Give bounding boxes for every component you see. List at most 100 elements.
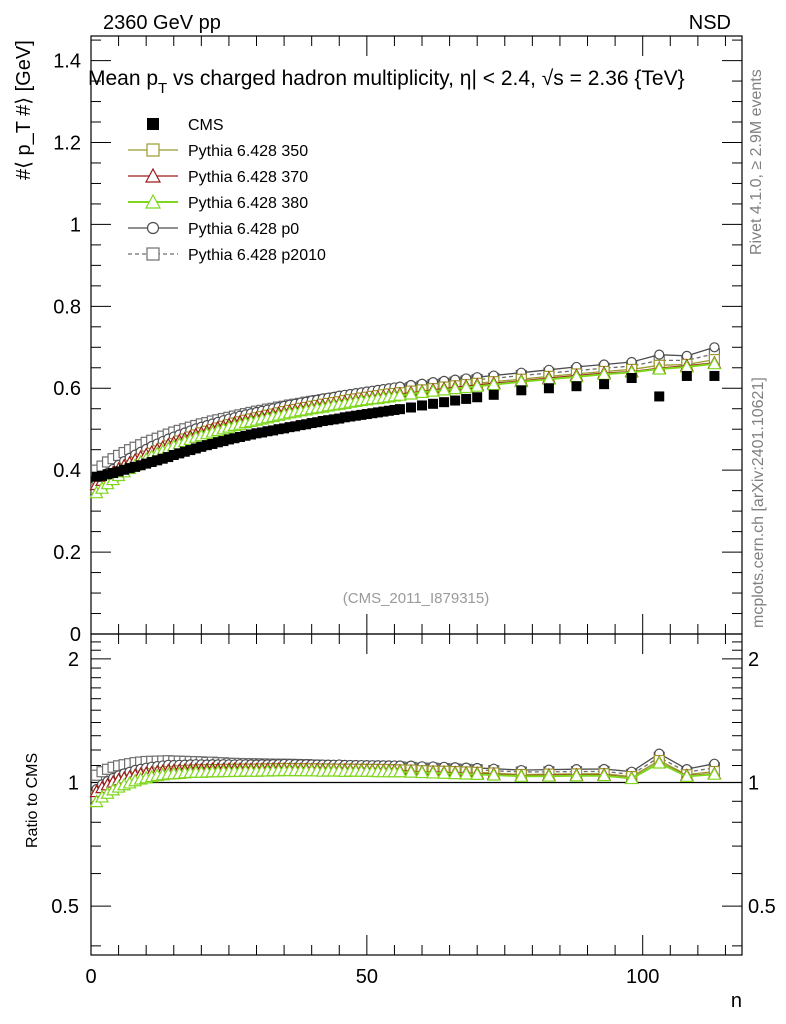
- cms-data-point: [405, 402, 416, 413]
- bottom-ylabel: Ratio to CMS: [24, 753, 41, 848]
- ratio-ytick-label: 1: [68, 772, 79, 794]
- cms-data-point: [488, 389, 499, 400]
- cms-data-point: [229, 433, 240, 444]
- cms-data-point: [196, 441, 207, 452]
- top-panel: 0 0.2 0.4 0.6 0.8 1 1.2 1.4: [53, 35, 743, 646]
- series-pythia-6-428-380-point: [652, 361, 667, 375]
- legend-entry-pythia-6-428-350: Pythia 6.428 350: [128, 143, 308, 160]
- legend-entry-pythia-6-428-p2010-label: Pythia 6.428 p2010: [188, 247, 326, 264]
- cms-data-point: [626, 373, 637, 384]
- cms-data-point: [130, 461, 141, 472]
- cms-data-point: [428, 398, 439, 409]
- series-pythia-6-428-380-point: [470, 378, 485, 392]
- legend-entry-pythia-6-428-350-label: Pythia 6.428 350: [188, 143, 308, 160]
- cms-data-point: [516, 385, 527, 396]
- series-pythia-6-428-380-ratio-point: [403, 764, 418, 778]
- cms-data-point: [389, 404, 400, 415]
- cms-data-point: [323, 415, 334, 426]
- cms-data-point: [312, 417, 323, 428]
- rivet-version-label: Rivet 4.1.0, ≥ 2.9M events: [748, 69, 765, 255]
- title-part-d: s = 2.36 {TeV}: [553, 67, 684, 90]
- top-ytick-label: 0.8: [53, 296, 81, 318]
- series-pythia-6-428-380-ratio-point: [679, 769, 694, 782]
- cms-data-point: [91, 471, 102, 482]
- cms-data-point: [328, 414, 339, 425]
- series-pythia-6-428-380-ratio-point: [486, 767, 501, 781]
- cms-data-point: [681, 370, 692, 381]
- cms-data-point: [97, 470, 108, 481]
- cms-data-point: [279, 423, 290, 434]
- cms-data-point: [654, 391, 665, 402]
- cms-data-point: [108, 468, 119, 479]
- series-pythia-6-428-380-ratio-point: [448, 766, 463, 780]
- cms-data-point: [290, 421, 301, 432]
- series-pythia-6-428-380-ratio-point: [569, 768, 584, 782]
- cms-data-point: [361, 409, 372, 420]
- cms-data-point: [201, 440, 212, 451]
- cms-data-point: [218, 436, 229, 447]
- cms-data-point: [472, 392, 483, 403]
- cms-data-point: [257, 427, 268, 438]
- series-pythia-6-428-380-ratio-point: [541, 768, 556, 782]
- legend-entry-pythia-6-428-350-marker: [146, 143, 160, 157]
- legend: CMS Pythia 6.428 350 Pythia 6.428 370 Pythi…: [128, 117, 326, 264]
- cms-data-point: [439, 397, 450, 408]
- top-ytick-label: 1.4: [53, 51, 81, 73]
- cms-data-point: [190, 443, 201, 454]
- legend-entry-pythia-6-428-370-label: Pythia 6.428 370: [188, 169, 308, 186]
- top-ytick-label: 0: [70, 624, 81, 646]
- cms-data-point: [124, 463, 135, 474]
- cms-data-point: [461, 393, 472, 404]
- series-pythia-6-428-p0-point: [709, 342, 720, 353]
- series-pythia-6-428-380-ratio-point: [597, 768, 612, 782]
- legend-entry-pythia-6-428-p0-label: Pythia 6.428 p0: [188, 221, 299, 238]
- series-pythia-6-428-380-ratio-point: [459, 766, 474, 780]
- legend-entry-cms-label: CMS: [188, 117, 224, 134]
- cms-data-point: [317, 416, 328, 427]
- top-ytick-label: 0.2: [53, 542, 81, 564]
- series-pythia-6-428-380-point: [486, 377, 501, 391]
- cms-data-point: [157, 453, 168, 464]
- cms-data-point: [306, 418, 317, 429]
- ratio-ytick-label-right: 1: [748, 772, 759, 794]
- series-pythia-6-428-380-point: [707, 356, 722, 370]
- series-pythia-6-428-380-ratio-point: [392, 764, 407, 778]
- legend-entry-pythia-6-428-p2010-marker: [146, 247, 160, 261]
- title-subscript: T: [158, 80, 167, 97]
- series-pythia-6-428-380-ratio-point: [415, 765, 430, 779]
- top-ytick-label: 1: [70, 214, 81, 236]
- top-ytick-label: 0.4: [53, 460, 81, 482]
- series-pythia-6-428-p0: [91, 342, 720, 488]
- top-ylabel: #⟨ p_T #⟩ [GeV]: [13, 40, 35, 180]
- series-cms: [91, 370, 720, 482]
- series-pythia-6-428-380-point: [415, 385, 430, 398]
- xtick-label: 100: [626, 966, 659, 988]
- header-energy-label: 2360 GeV pp: [103, 12, 221, 34]
- series-pythia-6-428-380-point: [392, 387, 407, 401]
- cms-data-point: [356, 409, 367, 420]
- cms-data-point: [185, 445, 196, 456]
- cms-data-point: [152, 455, 163, 466]
- xtick-label: 0: [85, 966, 96, 988]
- legend-entry-cms: CMS: [147, 117, 224, 134]
- cms-data-point: [284, 422, 295, 433]
- series-pythia-6-428-p0-line: [96, 346, 715, 483]
- cms-data-point: [207, 438, 218, 449]
- series-pythia-6-428-380-ratio-point: [426, 765, 441, 779]
- chart-title: Mean pT vs charged hadron multiplicity, …: [88, 67, 685, 97]
- cms-data-point: [372, 407, 383, 418]
- cms-data-point: [234, 431, 245, 442]
- cms-data-point: [295, 420, 306, 431]
- cms-data-point: [212, 437, 223, 448]
- cms-data-point: [709, 370, 720, 381]
- series-pythia-6-428-380-ratio: [89, 755, 722, 808]
- analysis-watermark: (CMS_2011_I879315): [343, 590, 489, 607]
- series-pythia-6-428-380-ratio-point: [652, 755, 667, 769]
- series-pythia-6-428-380-point: [459, 380, 474, 394]
- cms-data-point: [240, 430, 251, 441]
- cms-data-point: [163, 452, 174, 463]
- cms-data-point: [543, 383, 554, 394]
- legend-entry-pythia-6-428-380-marker: [144, 193, 162, 209]
- legend-entry-cms-marker: [147, 118, 159, 130]
